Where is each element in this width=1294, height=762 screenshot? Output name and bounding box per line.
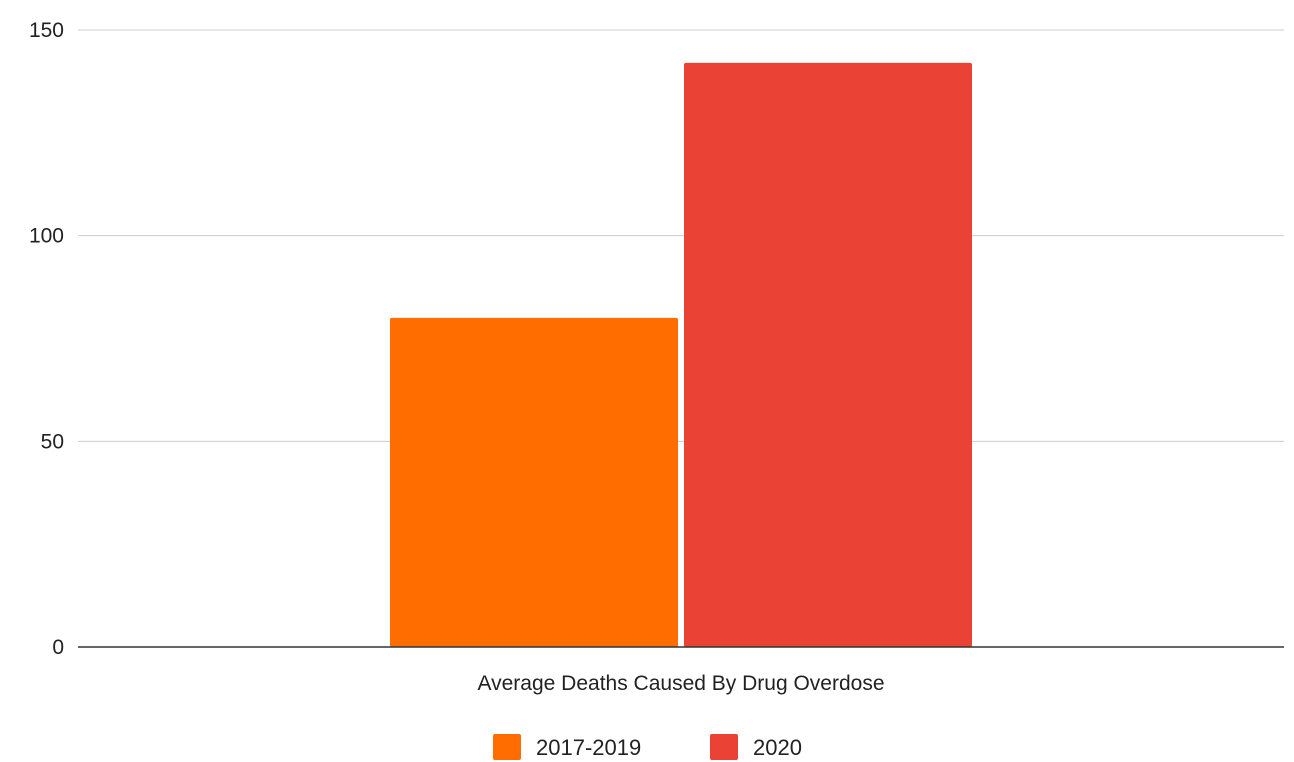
bar-2017-2019 (390, 317, 678, 647)
y-tick-label: 0 (52, 636, 64, 659)
legend: 2017-2019 2020 (493, 734, 802, 760)
y-tick-label: 100 (29, 225, 64, 248)
legend-swatch (493, 734, 521, 760)
y-tick-label: 150 (29, 19, 64, 42)
bars (390, 62, 972, 647)
legend-label: 2017-2019 (536, 735, 641, 760)
category-label: Average Deaths Caused By Drug Overdose (478, 672, 885, 695)
y-tick-label: 50 (41, 430, 64, 453)
legend-label: 2020 (753, 735, 802, 760)
legend-swatch (710, 734, 738, 760)
y-axis-ticks: 0 50 100 150 (29, 19, 64, 659)
category-labels: Average Deaths Caused By Drug Overdose (478, 672, 885, 695)
gridlines (78, 29, 1284, 442)
bar-2020 (684, 62, 972, 647)
